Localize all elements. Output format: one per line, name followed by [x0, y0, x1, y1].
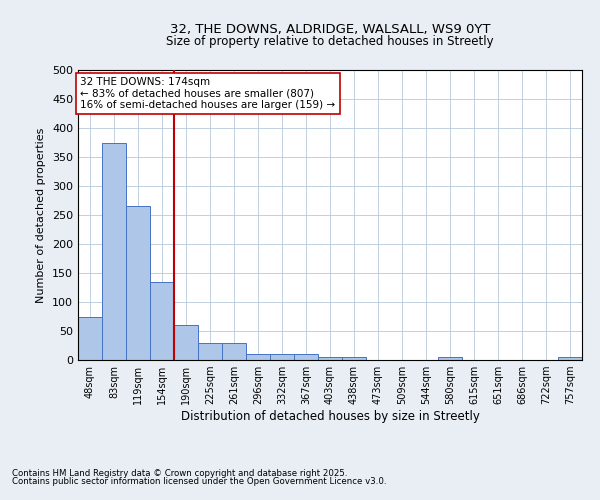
Text: Contains HM Land Registry data © Crown copyright and database right 2025.: Contains HM Land Registry data © Crown c… — [12, 468, 347, 477]
Bar — [198, 342, 222, 360]
Text: Size of property relative to detached houses in Streetly: Size of property relative to detached ho… — [166, 35, 494, 48]
Bar — [246, 354, 270, 360]
Bar — [102, 142, 126, 360]
X-axis label: Distribution of detached houses by size in Streetly: Distribution of detached houses by size … — [181, 410, 479, 423]
Bar — [294, 354, 318, 360]
Bar — [558, 357, 582, 360]
Bar — [342, 357, 366, 360]
Bar — [270, 354, 294, 360]
Bar — [222, 342, 246, 360]
Text: 32 THE DOWNS: 174sqm
← 83% of detached houses are smaller (807)
16% of semi-deta: 32 THE DOWNS: 174sqm ← 83% of detached h… — [80, 77, 335, 110]
Text: Contains public sector information licensed under the Open Government Licence v3: Contains public sector information licen… — [12, 477, 386, 486]
Bar — [78, 316, 102, 360]
Bar — [318, 357, 342, 360]
Bar — [438, 357, 462, 360]
Text: 32, THE DOWNS, ALDRIDGE, WALSALL, WS9 0YT: 32, THE DOWNS, ALDRIDGE, WALSALL, WS9 0Y… — [170, 22, 490, 36]
Bar — [150, 282, 174, 360]
Bar — [126, 206, 150, 360]
Bar — [174, 325, 198, 360]
Y-axis label: Number of detached properties: Number of detached properties — [37, 128, 46, 302]
